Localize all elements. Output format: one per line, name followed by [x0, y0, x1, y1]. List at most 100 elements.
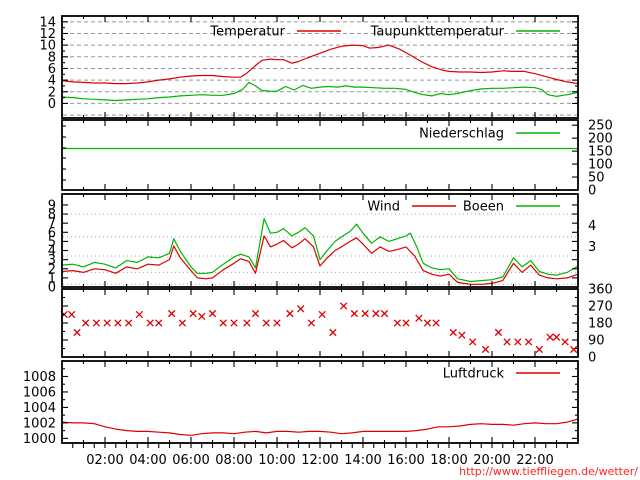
y-tick-label: 6: [48, 62, 56, 77]
y-tick-label: 2: [48, 262, 56, 277]
scatter-x-marker: [372, 309, 380, 318]
scatter-x-marker: [114, 319, 122, 327]
scatter-x-marker: [155, 319, 163, 327]
y-tick-label: 1006: [23, 385, 56, 400]
x-tick-label: 20:00: [473, 453, 510, 468]
scatter-x-marker: [230, 319, 238, 327]
y-tick-label: 100: [588, 158, 613, 173]
legend-label: Luftdruck: [443, 367, 505, 382]
scatter-x-marker: [73, 328, 81, 337]
scatter-x-marker: [198, 312, 206, 321]
legend-label: Taupunkttemperatur: [370, 25, 505, 40]
scatter-x-marker: [415, 314, 423, 322]
series-luftdruck: [61, 418, 579, 436]
y-tick-label: 8: [48, 50, 56, 65]
y-tick-label: 1: [48, 271, 56, 286]
legend-label: Boeen: [463, 200, 504, 215]
scatter-x-marker: [273, 319, 281, 327]
scatter-x-marker: [124, 319, 133, 327]
y-tick-label: 1002: [23, 416, 56, 431]
scatter-x-marker: [189, 309, 197, 318]
scatter-x-marker: [167, 309, 176, 318]
wind-direction-panel: 0 90 180 270 360: [60, 283, 613, 366]
x-tick-label: 22:00: [516, 453, 553, 468]
scatter-x-marker: [361, 309, 369, 318]
y-tick-label: 0: [48, 281, 56, 296]
scatter-x-marker: [286, 309, 294, 318]
scatter-x-marker: [380, 309, 389, 318]
scatter-x-marker: [458, 331, 466, 339]
y-tick-label: 10: [39, 39, 56, 54]
y-tick-label: 5: [48, 235, 56, 250]
y-tick-label: 9: [48, 198, 56, 213]
x-axis-labels: 02:00 04:00 06:00 08:00 10:00 12:00 14:00 16:00…: [86, 453, 553, 468]
series-boeen: [61, 218, 579, 283]
series-wind: [61, 235, 579, 285]
y-tick-label: 250: [588, 119, 613, 134]
scatter-x-marker: [92, 319, 101, 327]
scatter-x-marker: [552, 333, 561, 341]
y-tick-label: 1008: [23, 370, 56, 385]
y-tick-label: 150: [588, 145, 613, 160]
scatter-x-marker: [68, 310, 76, 319]
scatter-x-marker: [514, 338, 522, 346]
y-tick-label: 270: [588, 300, 613, 315]
scatter-x-marker: [178, 319, 187, 327]
scatter-x-marker: [262, 319, 270, 327]
scatter-x-marker: [561, 338, 569, 346]
scatter-x-marker: [251, 309, 260, 318]
x-tick-label: 14:00: [344, 453, 381, 468]
y-tick-label: 50: [588, 171, 605, 186]
scatter-x-marker: [402, 319, 410, 327]
y-tick-label: 7: [48, 217, 56, 232]
y-tick-label: 4: [48, 74, 56, 89]
scatter-x-marker: [524, 338, 533, 346]
scatter-x-marker: [423, 319, 432, 327]
y-tick-label: 0: [588, 184, 596, 199]
x-tick-label: 08:00: [215, 453, 252, 468]
y-tick-label: 1000: [23, 432, 56, 447]
scatter-x-marker: [307, 319, 316, 327]
y2-tick-label: 4: [588, 219, 596, 234]
y-tick-label: 0: [588, 351, 596, 366]
y-tick-label: 12: [39, 27, 56, 42]
x-tick-label: 04:00: [129, 453, 166, 468]
series-taupunkttemperatur: [61, 81, 579, 102]
scatter-x-marker: [208, 309, 217, 318]
series-temperatur: [61, 44, 579, 85]
y-tick-label: 4: [48, 244, 56, 259]
scatter-x-marker: [146, 319, 154, 327]
scatter-x-marker: [318, 310, 326, 319]
scatter-x-marker: [494, 328, 503, 337]
scatter-x-marker: [103, 319, 111, 327]
y-tick-label: 3: [48, 253, 56, 268]
scatter-x-marker: [135, 310, 144, 319]
y-tick-label: 6: [48, 226, 56, 241]
y-tick-label: 200: [588, 132, 613, 147]
footer-url-link[interactable]: http://www.tieffliegen.de/wetter/: [459, 465, 638, 478]
legend-label: Niederschlag: [419, 127, 504, 142]
series-windrichtung: [60, 302, 578, 354]
x-tick-label: 18:00: [430, 453, 467, 468]
scatter-x-marker: [449, 328, 457, 337]
scatter-x-marker: [570, 345, 578, 354]
y-tick-label: 1004: [23, 401, 56, 416]
scatter-x-marker: [296, 305, 305, 313]
y-tick-label: 360: [588, 283, 613, 298]
x-tick-label: 16:00: [387, 453, 424, 468]
x-tick-label: 02:00: [86, 453, 123, 468]
y2-tick-label: 3: [588, 240, 596, 255]
x-tick-label: 12:00: [301, 453, 338, 468]
panel-border: [61, 288, 579, 358]
scatter-x-marker: [546, 333, 554, 341]
x-tick-label: 06:00: [172, 453, 209, 468]
y-tick-label: 90: [588, 334, 605, 349]
y-tick-label: 2: [48, 85, 56, 100]
scatter-x-marker: [468, 338, 477, 346]
